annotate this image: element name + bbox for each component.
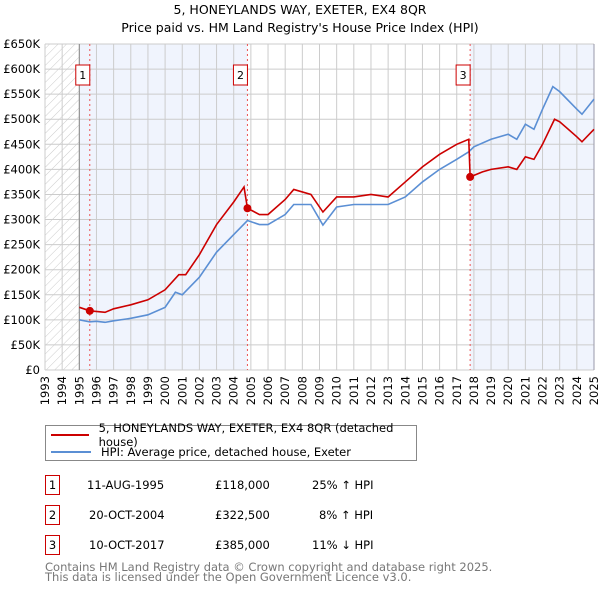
y-tick-label: £300K: [3, 213, 40, 227]
x-tick-label: 2015: [415, 376, 429, 405]
x-tick-label: 2003: [210, 376, 224, 405]
x-tick-label: 2006: [261, 376, 275, 405]
x-tick-label: 2011: [347, 376, 361, 405]
sale-point: [243, 204, 252, 213]
x-tick-label: 2000: [158, 376, 172, 405]
y-tick-label: £100K: [3, 313, 40, 327]
chart-title: 5, HONEYLANDS WAY, EXETER, EX4 8QR: [173, 2, 427, 17]
y-tick-label: £450K: [3, 137, 40, 151]
x-tick-label: 2004: [227, 376, 241, 405]
y-tick-label: £150K: [3, 288, 40, 302]
x-tick-label: 2017: [450, 376, 464, 405]
x-tick-label: 2016: [433, 376, 447, 405]
x-tick-label: 2010: [330, 376, 344, 405]
legend-item-property: 5, HONEYLANDS WAY, EXETER, EX4 8QR (deta…: [46, 421, 416, 449]
sale-marker-label: 1: [45, 475, 60, 495]
x-tick-label: 1996: [89, 376, 103, 405]
sale-price: £118,000: [215, 478, 270, 492]
sale-label-box: [232, 64, 248, 86]
legend-label: HPI: Average price, detached house, Exet…: [101, 445, 351, 459]
x-tick-label: 1993: [38, 376, 52, 405]
sale-label: 2: [237, 69, 244, 82]
sale-date: 20-OCT-2004: [89, 508, 165, 522]
sale-label-box: [75, 64, 91, 86]
footer-copyright: Contains HM Land Registry data © Crown c…: [45, 560, 493, 574]
sale-label-box: [455, 64, 471, 86]
sale-price: £385,000: [215, 538, 270, 552]
x-tick-label: 2009: [313, 376, 327, 405]
y-tick-label: £200K: [3, 263, 40, 277]
sale-hpi-diff: 11% ↓ HPI: [312, 538, 374, 552]
footer-licence: This data is licensed under the Open Gov…: [45, 570, 412, 584]
y-tick-label: £500K: [3, 112, 40, 126]
x-tick-label: 1995: [72, 376, 86, 405]
property-price-line: [79, 118, 595, 314]
sale-point: [85, 306, 94, 315]
x-tick-label: 2024: [570, 376, 584, 405]
y-tick-label: £650K: [3, 37, 40, 51]
shaded-period: [470, 44, 594, 370]
y-tick-label: £0: [25, 363, 40, 377]
x-tick-label: 2018: [467, 376, 481, 405]
sale-label: 1: [79, 69, 86, 82]
x-tick-label: 2025: [587, 376, 600, 405]
legend-swatch-blue: [51, 451, 91, 453]
sale-date: 10-OCT-2017: [89, 538, 165, 552]
x-tick-label: 2023: [553, 376, 567, 405]
y-tick-label: £550K: [3, 87, 40, 101]
sale-hpi-diff: 25% ↑ HPI: [312, 478, 374, 492]
shaded-period: [79, 44, 248, 370]
sale-row: 1 11-AUG-1995 £118,000 25% ↑ HPI: [45, 475, 465, 495]
sale-marker-label: 3: [45, 535, 60, 555]
x-tick-label: 2022: [536, 376, 550, 405]
sale-hpi-diff: 8% ↑ HPI: [319, 508, 374, 522]
y-tick-label: £50K: [11, 338, 41, 352]
legend-swatch-red: [51, 434, 89, 436]
y-tick-label: £400K: [3, 162, 40, 176]
x-tick-label: 2012: [364, 376, 378, 405]
chart-subtitle: Price paid vs. HM Land Registry's House …: [121, 20, 479, 35]
legend-label: 5, HONEYLANDS WAY, EXETER, EX4 8QR (deta…: [98, 421, 394, 449]
x-tick-label: 1998: [124, 376, 138, 405]
sale-marker-label: 2: [45, 505, 60, 525]
x-tick-label: 2021: [518, 376, 532, 405]
x-tick-label: 1999: [141, 376, 155, 405]
sale-price: £322,500: [215, 508, 270, 522]
x-tick-label: 2001: [175, 376, 189, 405]
sale-point: [466, 172, 475, 181]
sale-label: 3: [460, 69, 467, 82]
legend: 5, HONEYLANDS WAY, EXETER, EX4 8QR (deta…: [45, 421, 417, 461]
x-tick-label: 2019: [484, 376, 498, 405]
x-tick-label: 2005: [244, 376, 258, 405]
x-tick-label: 1997: [107, 376, 121, 405]
y-tick-label: £250K: [3, 238, 40, 252]
x-tick-label: 2014: [398, 376, 412, 405]
y-tick-label: £600K: [3, 62, 40, 76]
x-tick-label: 2002: [192, 376, 206, 405]
x-tick-label: 2007: [278, 376, 292, 405]
legend-item-hpi: HPI: Average price, detached house, Exet…: [46, 444, 351, 460]
sale-date: 11-AUG-1995: [87, 478, 165, 492]
y-tick-label: £350K: [3, 187, 40, 201]
plot-area: 1993 1994 1995 1996 1997 1998 1999 2000 2001 2002…: [3, 37, 600, 405]
sale-row: 2 20-OCT-2004 £322,500 8% ↑ HPI: [45, 505, 465, 525]
x-tick-label: 2020: [501, 376, 515, 405]
x-tick-label: 1994: [55, 376, 69, 405]
x-tick-label: 2008: [295, 376, 309, 405]
sale-row: 3 10-OCT-2017 £385,000 11% ↓ HPI: [45, 535, 465, 555]
hpi-line: [79, 85, 595, 324]
x-tick-label: 2013: [381, 376, 395, 405]
